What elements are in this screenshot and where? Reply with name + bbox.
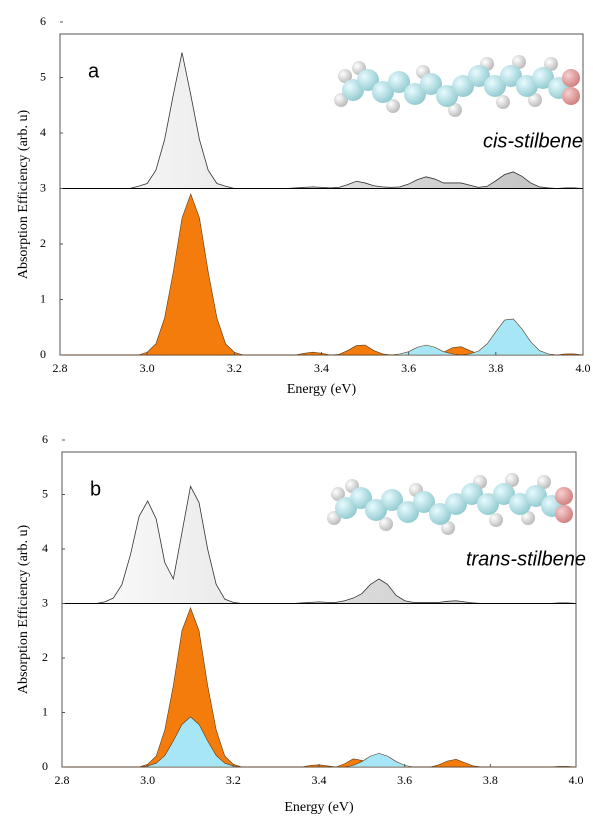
atom-o	[562, 69, 580, 87]
y-tick-label: 1	[42, 704, 48, 718]
molecule-name: cis-stilbene	[483, 130, 583, 152]
y-tick-label: 2	[42, 650, 48, 664]
x-tick-label: 3.0	[140, 361, 155, 375]
y-tick-label: 4	[40, 125, 46, 139]
y-axis-label: Absorption Efficiency (arb. u)	[16, 110, 31, 280]
y-tick-label: 5	[42, 486, 48, 500]
figure: 0 1 2 3 4 5 6 2.8 3.0 3.2 3.4 3.6 3.8 4.0 Energy (eV) A…	[0, 0, 593, 817]
x-tick-label: 3.6	[401, 361, 416, 375]
atom-h	[496, 95, 510, 109]
atom-o	[555, 505, 573, 523]
atom-o	[555, 487, 573, 505]
x-tick-label: 3.6	[397, 773, 412, 787]
x-axis-label: Energy (eV)	[287, 382, 357, 397]
y-tick-label: 6	[42, 432, 48, 446]
x-tick-label: 4.0	[576, 361, 591, 375]
panel-label: a	[88, 60, 100, 82]
y-tick-label: 2	[40, 236, 46, 250]
x-tick-label: 3.0	[140, 773, 155, 787]
page: {"chart_data": [ {"type": "area", "panel…	[0, 0, 593, 817]
x-tick-label: 3.4	[314, 361, 329, 375]
x-tick-label: 4.0	[569, 773, 584, 787]
x-tick-label: 3.8	[488, 361, 503, 375]
molecule-name: trans-stilbene	[466, 548, 586, 570]
x-tick-label: 3.2	[227, 361, 242, 375]
chart-panel: 0 1 2 3 4 5 6 2.8 3.0 3.2 3.4 3.6 3.8 4.0 Energy (eV) A…	[16, 432, 586, 815]
y-axis-label: Absorption Efficiency (arb. u)	[16, 525, 31, 695]
y-tick-label: 6	[40, 14, 46, 28]
y-tick-label: 0	[42, 759, 48, 773]
x-tick-label: 2.8	[53, 361, 68, 375]
x-tick-label: 2.8	[55, 773, 70, 787]
x-tick-label: 3.8	[483, 773, 498, 787]
x-axis-label: Energy (eV)	[284, 800, 354, 815]
chart-panel: 0 1 2 3 4 5 6 2.8 3.0 3.2 3.4 3.6 3.8 4.0 Energy (eV) A…	[16, 14, 590, 397]
y-tick-label: 4	[42, 541, 48, 555]
panel-label: b	[90, 478, 101, 500]
atom-o	[562, 87, 580, 105]
x-tick-label: 3.4	[312, 773, 327, 787]
y-tick-label: 5	[40, 69, 46, 83]
y-tick-label: 3	[40, 180, 46, 194]
y-tick-label: 3	[42, 595, 48, 609]
y-tick-label: 0	[40, 347, 46, 361]
y-tick-label: 1	[40, 291, 46, 305]
atom-h	[489, 513, 503, 527]
x-tick-label: 3.2	[226, 773, 241, 787]
